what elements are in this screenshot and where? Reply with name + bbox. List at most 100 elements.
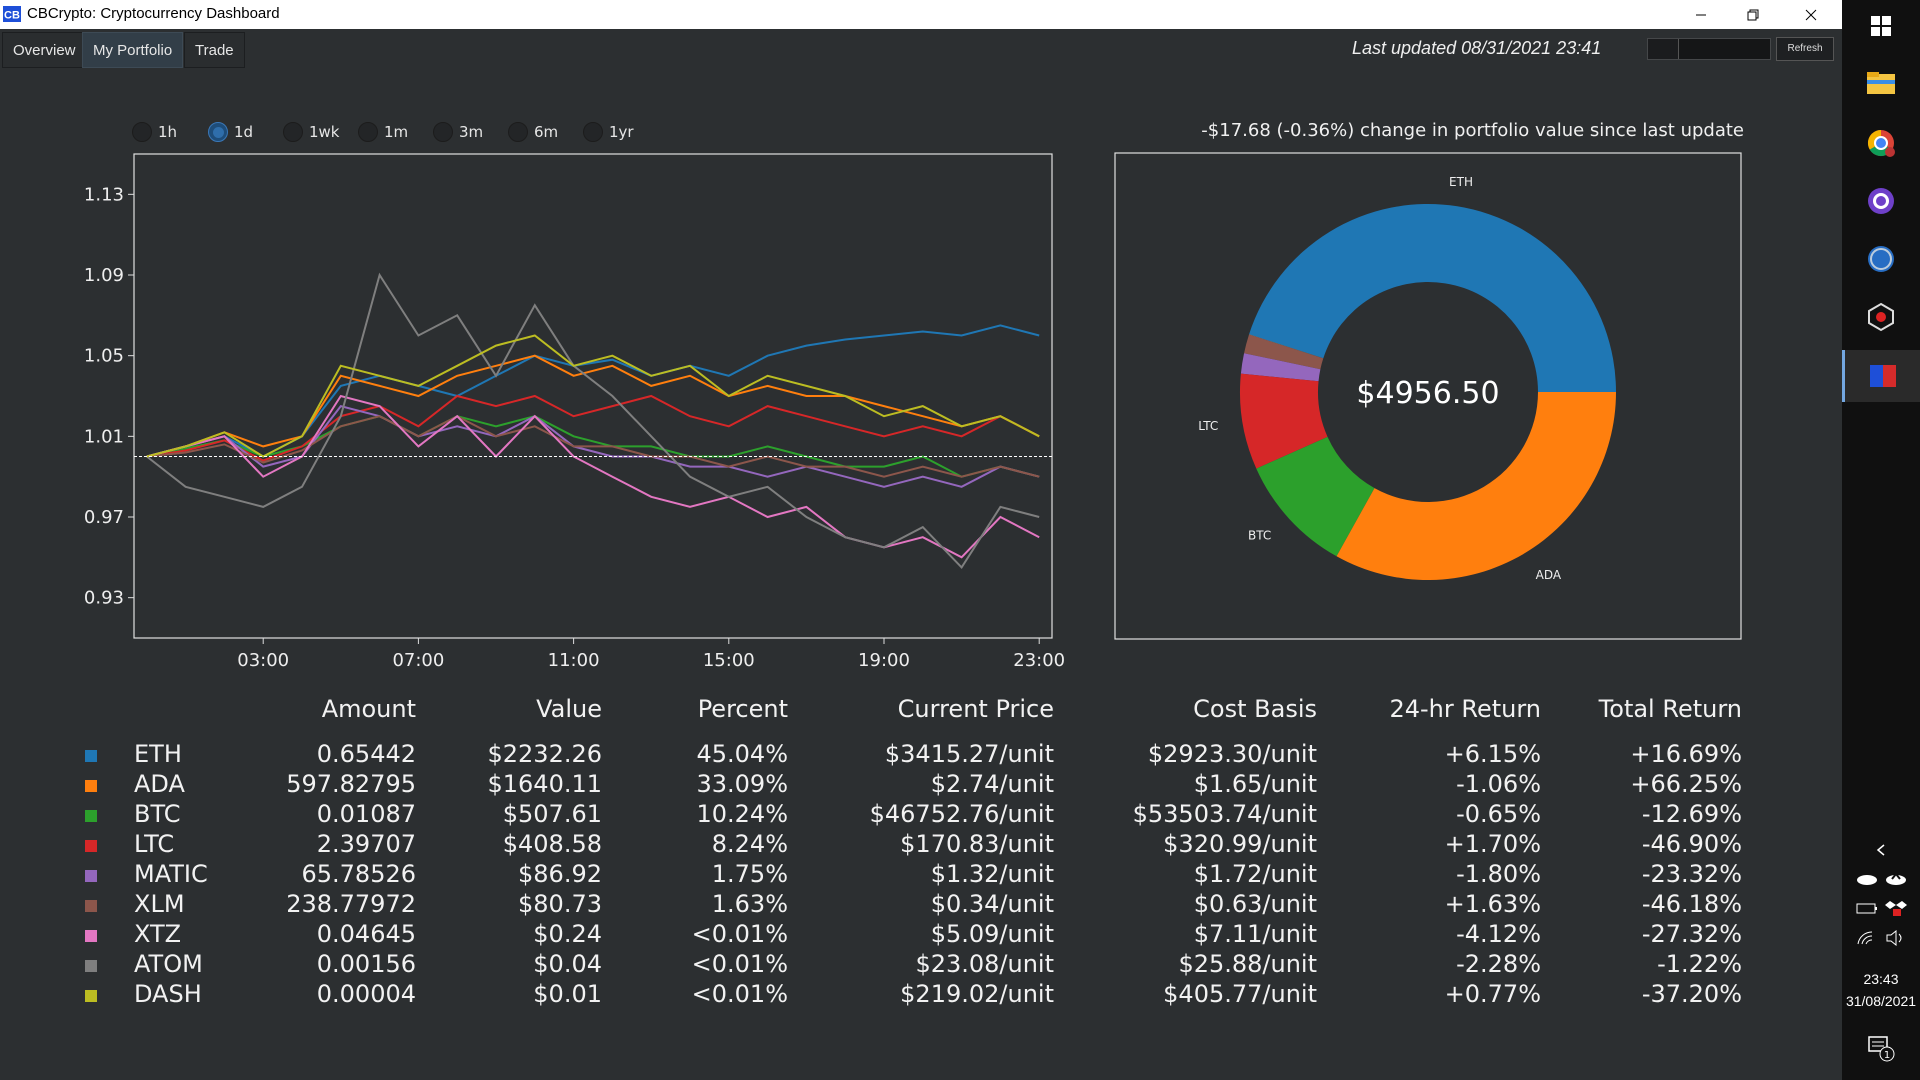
refresh-progress-bar [1647,38,1771,60]
radio-6m[interactable]: 6m [508,119,558,145]
x-tick-label: 07:00 [392,650,444,671]
cell-amount: 238.77972 [286,890,416,918]
restore-button[interactable] [1724,0,1782,29]
cell-cost: $7.11/unit [1193,920,1317,948]
tray-row-1 [1842,866,1920,890]
tab-my-portfolio[interactable]: My Portfolio [82,32,184,68]
taskbar-cbcrypto[interactable] [1842,350,1920,402]
taskbar-clock[interactable]: 23:43 31/08/2021 [1842,968,1920,1012]
cell-percent: 10.24% [696,800,788,828]
cell-symbol: ATOM [134,950,203,978]
y-tick-label: 1.13 [84,184,124,205]
cell-r24: -1.06% [1456,770,1541,798]
file-explorer-icon [1867,72,1895,94]
series-line-xlm [146,415,1040,478]
taskbar-github-desktop[interactable] [1842,176,1920,226]
svg-text:CB: CB [4,10,20,22]
pie-slice-matic [1240,353,1321,382]
cell-price: $23.08/unit [915,950,1054,978]
cell-amount: 65.78526 [301,860,416,888]
start-button[interactable] [1842,0,1920,52]
cell-amount: 2.39707 [316,830,416,858]
cell-r24: +6.15% [1444,740,1541,768]
cell-price: $1.32/unit [930,860,1054,888]
onedrive-icon[interactable] [1856,871,1878,885]
cell-amount: 0.65442 [316,740,416,768]
taskbar-r[interactable] [1842,234,1920,284]
volume-icon[interactable] [1885,930,1907,946]
series-line-dash [146,334,1040,458]
table-row: ATOM 0.00156 $0.04 <0.01% $23.08/unit $25.88/… [0,950,1842,980]
title-bar[interactable]: CB CBCrypto: Cryptocurrency Dashboard [0,0,1842,29]
pie-slice-ltc [1240,373,1328,469]
table-row: XLM 238.77972 $80.73 1.63% $0.34/unit $0.63/u… [0,890,1842,920]
cell-cost: $1.72/unit [1193,860,1317,888]
action-center-button[interactable]: 1 [1842,1026,1920,1070]
price-line-chart: 1.13 1.09 1.05 1.01 0.97 0.93 03:00 07:00 11:00 1… [84,153,1065,671]
cell-price: $0.34/unit [930,890,1054,918]
cell-percent: <0.01% [691,980,788,1008]
pie-label-ltc: LTC [1198,419,1218,433]
cell-total: -27.32% [1641,920,1742,948]
dropbox-icon[interactable] [1884,899,1907,917]
color-swatch [85,780,97,792]
taskbar-chrome[interactable] [1842,118,1920,168]
cell-amount: 0.00004 [316,980,416,1008]
cell-value: $86.92 [518,860,602,888]
taskbar-file-explorer[interactable] [1842,58,1920,108]
pie-label-ada: ADA [1536,568,1562,582]
cell-r24: -1.80% [1456,860,1541,888]
cell-total: -37.20% [1641,980,1742,1008]
radio-1wk[interactable]: 1wk [283,119,340,145]
table-row: BTC 0.01087 $507.61 10.24% $46752.76/unit $53… [0,800,1842,830]
minimize-icon [1696,14,1706,15]
color-swatch [85,900,97,912]
plot-area [133,153,1053,639]
cell-cost: $2923.30/unit [1147,740,1317,768]
taskbar-spider-app[interactable] [1842,292,1920,342]
radio-1m[interactable]: 1m [358,119,408,145]
cbcrypto-logo-icon: CB [3,6,21,22]
x-tick-label: 03:00 [237,650,289,671]
tab-overview[interactable]: Overview [2,32,87,68]
radio-dot-icon [358,122,378,142]
cell-amount: 0.04645 [316,920,416,948]
color-swatch [85,810,97,822]
wifi-icon[interactable] [1856,930,1878,946]
upload-icon[interactable] [1885,870,1907,886]
y-tick-label: 0.93 [84,588,124,609]
header-percent: Percent [697,695,788,723]
radio-1h[interactable]: 1h [132,119,177,145]
pie-slice-atom [1249,334,1324,359]
cell-cost: $405.77/unit [1163,980,1317,1008]
cell-symbol: ADA [134,770,185,798]
header-value: Value [536,695,602,723]
pie-slice-xlm [1244,334,1324,370]
cell-percent: <0.01% [691,920,788,948]
portfolio-total-value: $4956.50 [1356,376,1499,411]
header-cost-basis: Cost Basis [1193,695,1317,723]
github-desktop-icon [1868,188,1894,214]
cell-value: $0.01 [533,980,602,1008]
cell-percent: <0.01% [691,950,788,978]
cell-percent: 1.63% [711,890,788,918]
chrome-icon [1867,129,1895,157]
pie-label-eth: ETH [1449,175,1473,189]
close-button[interactable] [1782,0,1840,29]
radio-3m[interactable]: 3m [433,119,483,145]
radio-1d[interactable]: 1d [208,119,253,145]
y-tick-label: 1.09 [84,265,124,286]
cell-price: $5.09/unit [930,920,1054,948]
pie-slice-eth [1249,204,1616,392]
radio-dot-icon [433,122,453,142]
tray-show-hidden[interactable] [1842,836,1920,864]
pie-slice-ada [1336,392,1616,580]
battery-icon[interactable] [1856,901,1878,915]
minimize-button[interactable] [1672,0,1730,29]
refresh-button[interactable]: Refresh [1776,37,1834,61]
radio-1yr[interactable]: 1yr [583,119,634,145]
series-line-ada [146,354,1040,458]
tab-trade[interactable]: Trade [184,32,245,68]
holdings-table: Amount Value Percent Current Price Cost … [0,695,1842,1025]
menu-bar: Overview My Portfolio Trade Last updated… [0,29,1842,72]
